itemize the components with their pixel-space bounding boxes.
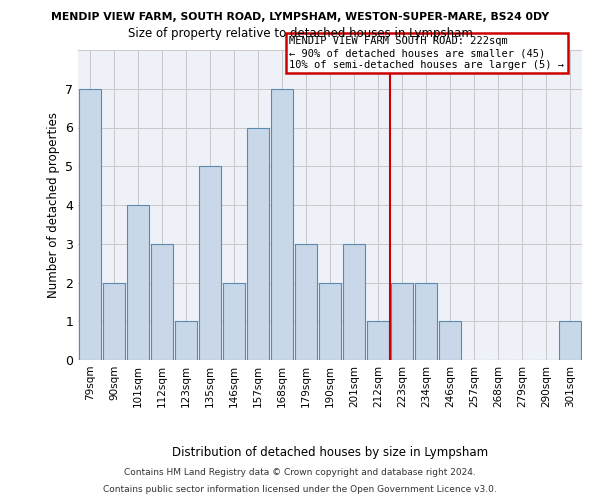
Text: Contains public sector information licensed under the Open Government Licence v3: Contains public sector information licen… xyxy=(103,484,497,494)
Bar xyxy=(367,322,389,360)
Bar xyxy=(559,322,581,360)
Bar xyxy=(175,322,197,360)
Bar xyxy=(271,89,293,360)
Bar xyxy=(223,282,245,360)
Bar xyxy=(391,282,413,360)
Bar xyxy=(295,244,317,360)
Bar xyxy=(343,244,365,360)
Text: Size of property relative to detached houses in Lympsham: Size of property relative to detached ho… xyxy=(128,28,472,40)
Text: Contains HM Land Registry data © Crown copyright and database right 2024.: Contains HM Land Registry data © Crown c… xyxy=(124,468,476,477)
Bar xyxy=(319,282,341,360)
Bar xyxy=(439,322,461,360)
Bar xyxy=(199,166,221,360)
Bar xyxy=(79,89,101,360)
Text: MENDIP VIEW FARM, SOUTH ROAD, LYMPSHAM, WESTON-SUPER-MARE, BS24 0DY: MENDIP VIEW FARM, SOUTH ROAD, LYMPSHAM, … xyxy=(51,12,549,22)
Bar xyxy=(247,128,269,360)
Bar xyxy=(151,244,173,360)
X-axis label: Distribution of detached houses by size in Lympsham: Distribution of detached houses by size … xyxy=(172,446,488,459)
Text: MENDIP VIEW FARM SOUTH ROAD: 222sqm
← 90% of detached houses are smaller (45)
10: MENDIP VIEW FARM SOUTH ROAD: 222sqm ← 90… xyxy=(289,36,564,70)
Bar xyxy=(415,282,437,360)
Bar xyxy=(103,282,125,360)
Y-axis label: Number of detached properties: Number of detached properties xyxy=(47,112,59,298)
Bar xyxy=(127,205,149,360)
